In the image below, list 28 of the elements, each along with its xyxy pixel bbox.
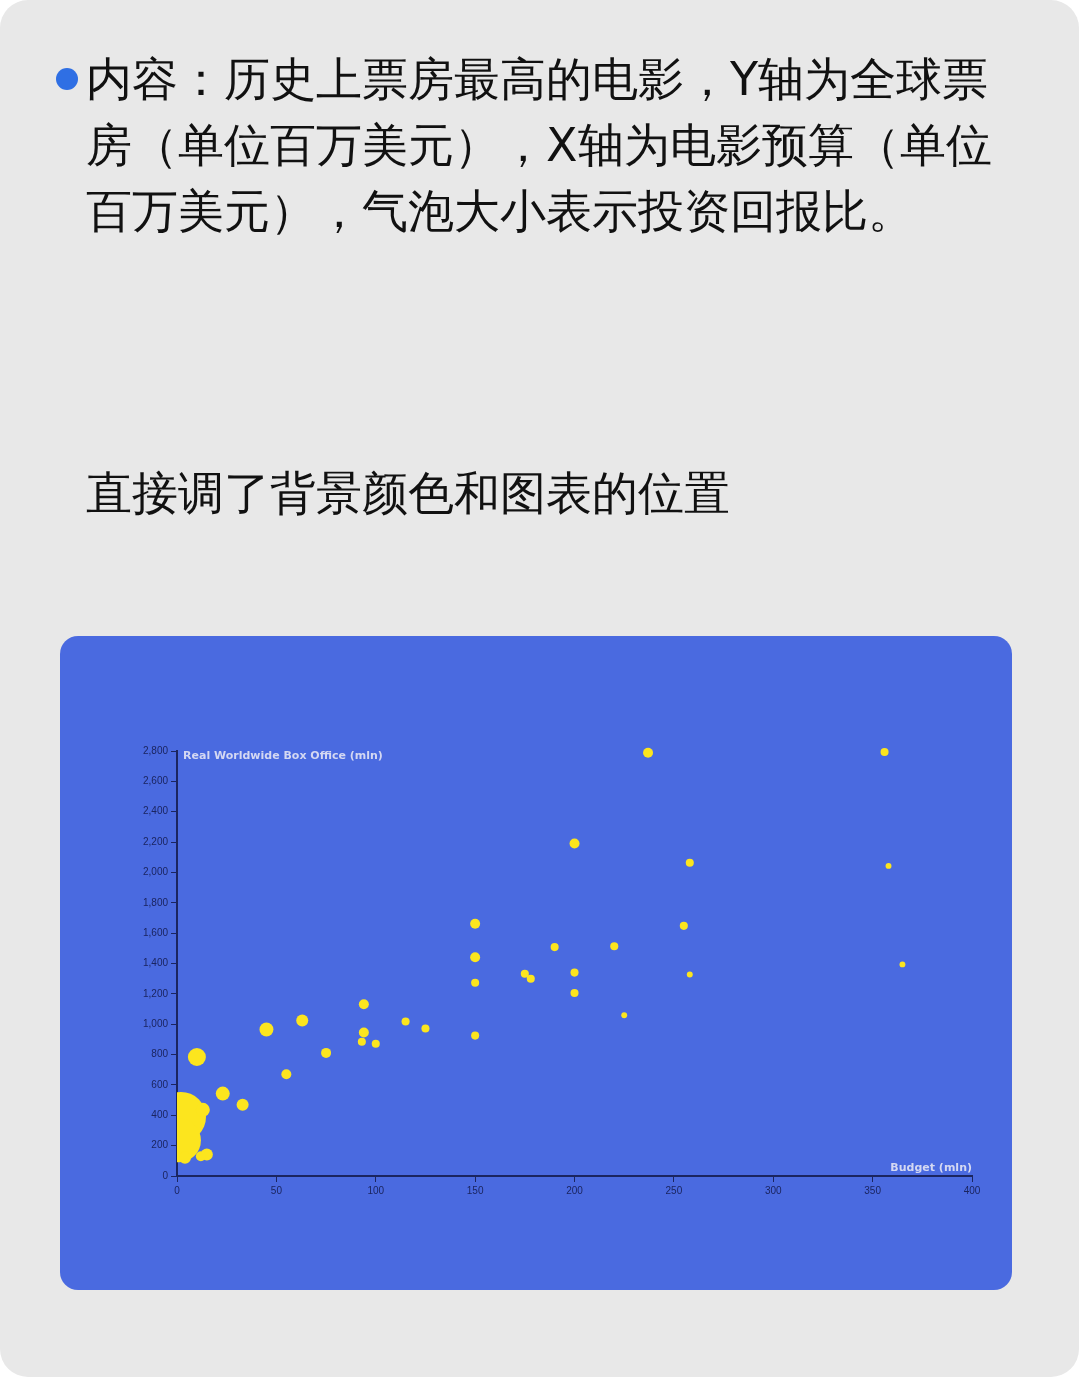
y-tick-label: 1,200 <box>142 987 169 999</box>
x-tick-label: 0 <box>174 1184 181 1196</box>
text: 直接调了背景颜色和图表的位置 <box>86 465 731 522</box>
y-tick-label: 2,800 <box>142 744 169 756</box>
x-axis-title: Budget (mln) <box>890 1161 972 1175</box>
y-tick-label: 2,600 <box>142 775 169 787</box>
y-tick-label: 1,000 <box>142 1017 169 1029</box>
y-tick-label: 600 <box>151 1078 169 1090</box>
y-tick-label: 800 <box>151 1048 169 1060</box>
x-tick-label: 300 <box>764 1184 783 1196</box>
x-tick-label: 150 <box>466 1184 484 1196</box>
x-tick-label: 200 <box>566 1184 584 1196</box>
y-tick-label: 2,200 <box>142 835 169 847</box>
y-tick-label: 2,400 <box>142 805 169 817</box>
y-tick-label: 2,000 <box>142 866 169 878</box>
x-tick-label: 50 <box>270 1184 283 1196</box>
x-tick-label: 350 <box>864 1184 882 1196</box>
x-tick-label: 250 <box>665 1184 683 1196</box>
chart-title: 内容：历史上票房最高的电影，Y轴为全球票房（单位百万美元），X轴为电影预算（单位百万美元），气泡大小表示投资回报比。 <box>86 51 993 240</box>
y-tick-label: 1,800 <box>142 896 169 908</box>
x-tick-label: 100 <box>367 1184 385 1196</box>
y-axis-title: Real Worldwide Box Office (mln) <box>183 749 383 763</box>
y-tick-label: 1,400 <box>142 957 169 969</box>
y-tick-label: 400 <box>151 1109 169 1121</box>
y-tick-label: 1,600 <box>142 926 169 938</box>
y-tick-label: 0 <box>162 1169 169 1181</box>
x-tick-label: 400 <box>963 1184 981 1196</box>
y-tick-label: 200 <box>151 1139 169 1151</box>
